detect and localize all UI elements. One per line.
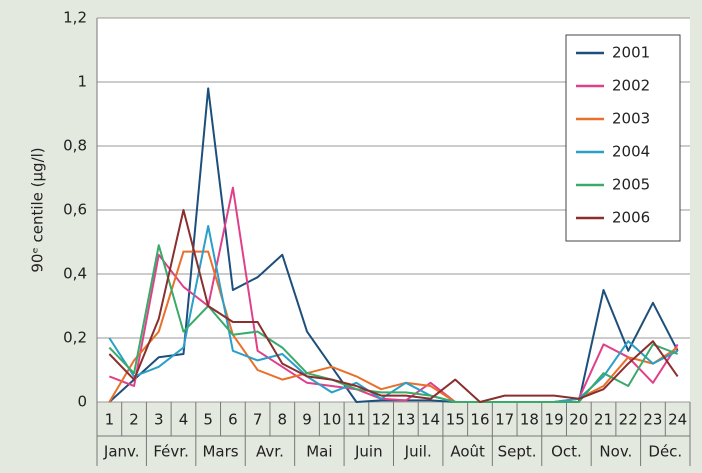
legend-label: 2003 — [612, 110, 650, 128]
month-label: Juil. — [404, 443, 432, 461]
series-line — [108, 186, 679, 403]
x-tick-label: 1 — [105, 411, 115, 429]
legend-label: 2002 — [612, 77, 650, 95]
month-label: Déc. — [648, 443, 682, 461]
month-label: Juin — [354, 443, 383, 461]
y-tick-label: 0,6 — [63, 201, 87, 219]
x-tick-label: 10 — [322, 411, 341, 429]
y-tick-label: 1,2 — [63, 9, 87, 27]
x-tick-label: 21 — [594, 411, 613, 429]
x-tick-label: 23 — [643, 411, 662, 429]
x-tick-label: 13 — [396, 411, 415, 429]
month-label: Mars — [202, 443, 238, 461]
x-tick-label: 8 — [278, 411, 288, 429]
month-label: Mai — [306, 443, 332, 461]
x-tick-label: 17 — [495, 411, 514, 429]
series-line — [108, 225, 679, 403]
x-tick-label: 9 — [302, 411, 312, 429]
y-tick-label: 0 — [77, 393, 87, 411]
x-tick-label: 16 — [470, 411, 489, 429]
month-label: Oct. — [551, 443, 582, 461]
legend-label: 2004 — [612, 143, 650, 161]
legend-label: 2001 — [612, 44, 650, 62]
month-label: Avr. — [256, 443, 284, 461]
x-tick-label: 14 — [421, 411, 440, 429]
y-tick-label: 1 — [77, 73, 87, 91]
y-tick-label: 0,2 — [63, 329, 87, 347]
x-tick-label: 12 — [372, 411, 391, 429]
y-tick-label: 0,4 — [63, 265, 87, 283]
legend-box — [565, 34, 681, 242]
month-label: Févr. — [153, 443, 188, 461]
x-tick-label: 20 — [569, 411, 588, 429]
series-line — [108, 209, 679, 403]
x-tick-label: 3 — [154, 411, 164, 429]
month-label: Août — [450, 443, 485, 461]
y-tick-label: 0,8 — [63, 137, 87, 155]
month-label: Nov. — [599, 443, 632, 461]
legend-label: 2005 — [612, 176, 650, 194]
x-tick-label: 22 — [619, 411, 638, 429]
x-tick-label: 11 — [347, 411, 366, 429]
legend-label: 2006 — [612, 209, 650, 227]
x-tick-label: 7 — [253, 411, 263, 429]
x-tick-label: 2 — [129, 411, 139, 429]
month-label: Janv. — [103, 443, 140, 461]
x-tick-label: 4 — [179, 411, 189, 429]
x-tick-label: 6 — [228, 411, 238, 429]
x-tick-label: 19 — [545, 411, 564, 429]
y-axis-label: 90ᵉ centile (µg/l) — [29, 147, 47, 272]
month-label: Sept. — [498, 443, 537, 461]
x-tick-label: 15 — [446, 411, 465, 429]
x-tick-label: 5 — [203, 411, 213, 429]
x-tick-label: 24 — [668, 411, 687, 429]
x-tick-label: 18 — [520, 411, 539, 429]
